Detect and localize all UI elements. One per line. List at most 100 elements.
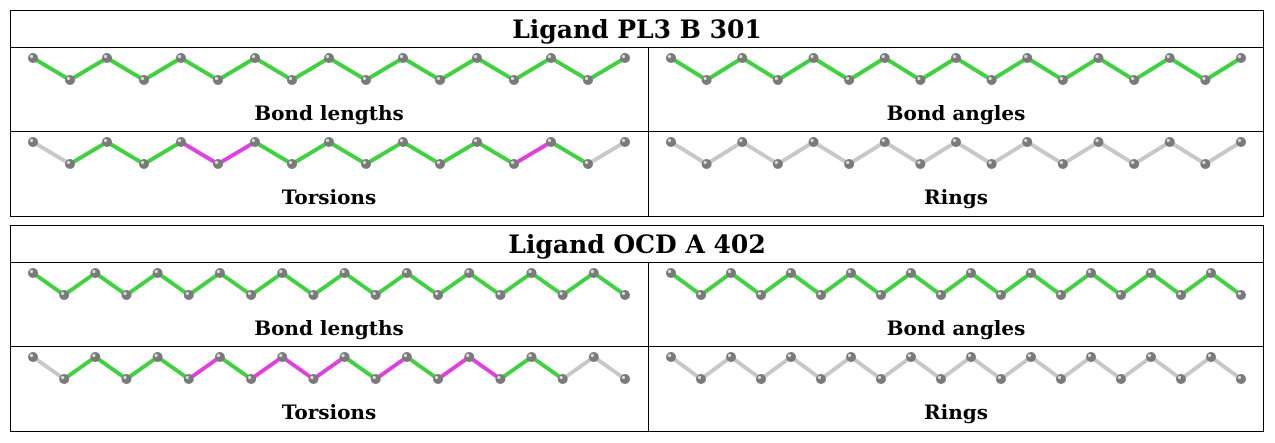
atom-highlight bbox=[177, 138, 182, 143]
atom-highlight bbox=[29, 54, 34, 59]
bond-lengths-panel: Bond lengths bbox=[11, 48, 647, 131]
atom-highlight bbox=[590, 353, 594, 358]
bond-neutral bbox=[999, 355, 1033, 381]
atom bbox=[1176, 290, 1186, 300]
bond-ok bbox=[217, 271, 254, 297]
bond-ok bbox=[669, 271, 703, 297]
atom-highlight bbox=[154, 353, 158, 358]
atom bbox=[876, 374, 886, 384]
atom-highlight bbox=[288, 160, 293, 165]
atom-highlight bbox=[466, 269, 470, 274]
atom-highlight bbox=[473, 138, 478, 143]
bond-lengths-panel: Bond lengths bbox=[11, 263, 647, 346]
atom-highlight bbox=[29, 138, 34, 143]
atom bbox=[401, 268, 412, 278]
atom-highlight bbox=[103, 138, 108, 143]
bond-neutral bbox=[1119, 355, 1153, 381]
atom bbox=[28, 53, 38, 63]
panel-label: Bond angles bbox=[886, 316, 1026, 340]
atom bbox=[152, 352, 163, 362]
atom bbox=[464, 268, 475, 278]
bond-ok bbox=[290, 140, 331, 166]
rings-panel: Rings bbox=[649, 347, 1263, 430]
bond-neutral bbox=[729, 355, 763, 381]
bond-neutral bbox=[669, 355, 703, 381]
atom bbox=[90, 352, 101, 362]
atom-highlight bbox=[279, 269, 283, 274]
panel-label: Torsions bbox=[281, 185, 377, 209]
atom-highlight bbox=[372, 375, 376, 380]
atom-highlight bbox=[1087, 353, 1092, 358]
atom bbox=[102, 137, 112, 147]
atom-highlight bbox=[590, 269, 594, 274]
bond-ok bbox=[879, 271, 913, 297]
atom-highlight bbox=[497, 291, 501, 296]
bond-neutral bbox=[704, 140, 745, 166]
bond-neutral bbox=[939, 355, 973, 381]
atom bbox=[1200, 159, 1211, 169]
bond-neutral bbox=[954, 140, 994, 166]
bond-ok bbox=[142, 56, 183, 82]
bond-neutral bbox=[31, 140, 72, 166]
atom-highlight bbox=[817, 291, 822, 296]
atom-highlight bbox=[29, 353, 34, 358]
bond-ok bbox=[669, 56, 709, 82]
atom bbox=[472, 137, 482, 147]
bond-ok bbox=[155, 355, 191, 381]
atom bbox=[986, 75, 997, 85]
bond-neutral bbox=[699, 355, 733, 381]
bond-ok bbox=[529, 355, 565, 381]
atom-highlight bbox=[403, 269, 407, 274]
atom bbox=[176, 53, 186, 63]
bond-ok bbox=[1029, 271, 1063, 297]
atom bbox=[844, 159, 855, 169]
panel-label: Rings bbox=[923, 400, 988, 424]
atom-highlight bbox=[739, 138, 743, 143]
atom-highlight bbox=[372, 291, 376, 296]
atom-highlight bbox=[621, 138, 626, 143]
atom-highlight bbox=[510, 160, 515, 165]
atom bbox=[546, 137, 556, 147]
bond-neutral bbox=[759, 355, 793, 381]
atom-highlight bbox=[667, 353, 672, 358]
bond-ok bbox=[124, 271, 160, 297]
atom-highlight bbox=[757, 291, 762, 296]
bond-ok bbox=[1167, 56, 1208, 82]
atom-highlight bbox=[697, 375, 702, 380]
atom bbox=[620, 137, 630, 147]
molecule-chain-diagram bbox=[28, 268, 630, 300]
atom bbox=[986, 159, 997, 169]
atom bbox=[183, 290, 194, 300]
atom-highlight bbox=[1237, 138, 1242, 143]
atom-highlight bbox=[937, 375, 942, 380]
atom-highlight bbox=[216, 269, 221, 274]
atom bbox=[756, 290, 766, 300]
bond-ok bbox=[1089, 271, 1123, 297]
bond-outlier bbox=[436, 355, 472, 381]
column-divider bbox=[648, 48, 649, 216]
torsions-panel: Torsions bbox=[11, 132, 647, 215]
bond-ok bbox=[62, 355, 98, 381]
atom-highlight bbox=[584, 160, 589, 165]
atom-highlight bbox=[1166, 54, 1170, 59]
atom bbox=[1116, 374, 1126, 384]
atom bbox=[1093, 137, 1104, 147]
atom-highlight bbox=[341, 353, 345, 358]
atom bbox=[666, 352, 676, 362]
bond-neutral bbox=[1059, 355, 1093, 381]
atom bbox=[696, 290, 706, 300]
bond-neutral bbox=[740, 140, 780, 166]
atom bbox=[583, 75, 593, 85]
atom-highlight bbox=[61, 375, 65, 380]
atom-highlight bbox=[1095, 138, 1099, 143]
bond-ok bbox=[1059, 271, 1093, 297]
atom-highlight bbox=[528, 269, 532, 274]
atom-highlight bbox=[325, 54, 330, 59]
bond-ok bbox=[1149, 271, 1183, 297]
bond-ok bbox=[1119, 271, 1153, 297]
atom bbox=[139, 159, 149, 169]
atom-highlight bbox=[248, 375, 252, 380]
atom bbox=[495, 290, 506, 300]
bond-ok bbox=[729, 271, 763, 297]
atom bbox=[1022, 137, 1033, 147]
